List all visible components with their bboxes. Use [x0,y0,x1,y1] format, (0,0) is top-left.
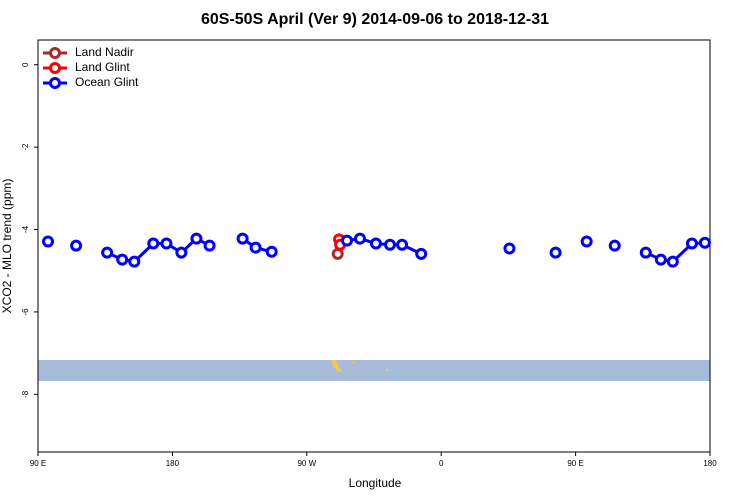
data-point [580,235,593,248]
x-tick-label: 180 [166,459,180,468]
y-tick-label: -8 [21,390,30,398]
data-point [415,247,428,260]
data-point [608,239,621,252]
legend-marker [49,47,61,59]
data-point [383,238,396,251]
data-point [654,253,667,266]
data-point [698,236,711,249]
data-point [639,246,652,259]
data-point [353,232,366,245]
land-band [38,360,710,381]
data-point [340,234,353,247]
data-point [116,253,129,266]
x-tick-label: 90 W [297,459,316,468]
y-tick-label: -4 [21,225,30,233]
data-point [175,246,188,259]
legend-marker [49,77,61,89]
data-point [70,239,83,252]
data-point [190,232,203,245]
legend-label: Ocean Glint [75,75,139,89]
y-tick-label: -6 [21,308,30,316]
data-point [236,232,249,245]
y-tick-label: 0 [21,62,30,67]
data-point [685,237,698,250]
data-point [160,237,173,250]
legend-label: Land Nadir [75,45,134,59]
data-point [249,241,262,254]
data-point [128,255,141,268]
data-point [203,239,216,252]
data-point [503,242,516,255]
data-point [549,246,562,259]
data-point [42,235,55,248]
legend-label: Land Glint [75,60,130,74]
data-point [666,255,679,268]
data-point [265,245,278,258]
x-tick-label: 90 E [567,459,583,468]
y-tick-label: -2 [21,143,30,151]
x-tick-label: 0 [439,459,444,468]
legend-marker [49,62,61,74]
x-axis-label: Longitude [349,476,402,490]
data-point [396,238,409,251]
data-point [147,237,160,250]
y-axis-label: XCO2 - MLO trend (ppm) [0,179,14,314]
x-tick-label: 90 E [30,459,46,468]
chart-title: 60S-50S April (Ver 9) 2014-09-06 to 2018… [201,11,549,28]
data-point [101,246,114,259]
plot-frame [37,39,711,453]
data-point [369,237,382,250]
x-tick-label: 180 [703,459,717,468]
